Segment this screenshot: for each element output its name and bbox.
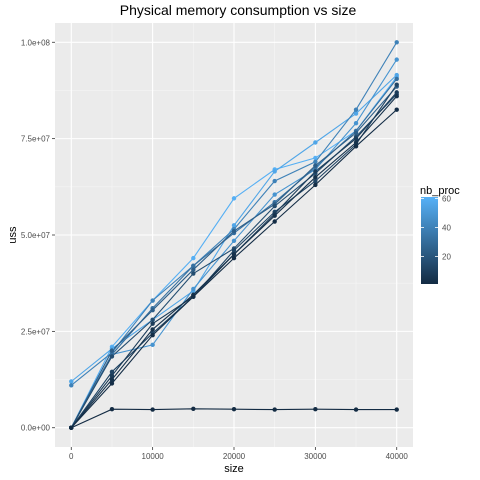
data-point: [353, 107, 359, 112]
data-point: [353, 144, 359, 149]
data-point: [313, 182, 318, 188]
chart-title: Physical memory consumption vs size: [120, 2, 357, 18]
legend-tick-label: 60: [442, 194, 451, 203]
data-point: [191, 267, 196, 272]
data-point: [272, 213, 277, 218]
data-point: [231, 196, 237, 201]
data-point: [109, 354, 115, 359]
data-point: [313, 163, 318, 168]
data-point: [394, 94, 399, 99]
x-tick-label: 10000: [142, 452, 165, 461]
data-point: [231, 223, 237, 228]
data-point: [150, 327, 155, 332]
legend-colorbar: [421, 197, 438, 284]
data-point: [272, 169, 277, 174]
data-point: [394, 72, 399, 78]
data-point: [150, 321, 155, 326]
y-tick-label: 7.5e+07: [21, 135, 51, 144]
y-axis: 0.0e+00 2.5e+07 5.0e+07 7.5e+07 1.0e+08: [21, 38, 55, 433]
data-point: [272, 219, 277, 224]
data-point: [109, 373, 115, 378]
data-point: [272, 178, 277, 184]
x-tick-label: 40000: [386, 452, 409, 461]
y-tick-label: 1.0e+08: [21, 38, 51, 47]
data-point: [191, 263, 196, 269]
data-point: [353, 111, 359, 116]
data-point: [231, 255, 237, 261]
data-point: [394, 82, 399, 87]
data-point: [353, 136, 359, 141]
data-point: [109, 377, 115, 382]
legend-tick-label: 20: [442, 252, 451, 261]
data-point: [150, 342, 155, 348]
data-point: [191, 294, 196, 299]
data-point: [353, 407, 359, 412]
legend-title: nb_proc: [420, 185, 460, 197]
data-point: [150, 298, 155, 303]
y-axis-title: uss: [7, 226, 19, 244]
legend-ticks: 20 40 60: [421, 194, 451, 261]
data-point: [150, 333, 155, 338]
data-point: [394, 76, 399, 82]
legend-tick-label: 40: [442, 223, 451, 232]
data-point: [313, 159, 318, 164]
data-point: [191, 406, 196, 412]
data-point: [353, 140, 359, 145]
data-point: [231, 238, 237, 243]
legend: nb_proc 20 40 60: [420, 185, 460, 284]
data-point: [231, 248, 237, 253]
data-point: [150, 317, 155, 322]
data-point: [313, 169, 318, 174]
data-point: [394, 40, 399, 45]
data-point: [69, 383, 74, 388]
data-point: [109, 348, 115, 353]
x-tick-label: 30000: [304, 452, 327, 461]
data-point: [150, 407, 155, 412]
data-point: [313, 178, 318, 184]
series-points: [69, 40, 399, 430]
data-point: [231, 252, 237, 257]
x-tick-label: 20000: [223, 452, 246, 461]
data-point: [231, 228, 237, 234]
data-point: [109, 381, 115, 386]
data-point: [191, 271, 196, 276]
data-point: [394, 407, 399, 412]
y-tick-label: 5.0e+07: [21, 231, 51, 240]
y-tick-label: 2.5e+07: [21, 327, 51, 336]
data-point: [272, 203, 277, 209]
y-tick-label: 0.0e+00: [21, 424, 51, 433]
data-point: [353, 121, 359, 126]
data-point: [394, 107, 399, 112]
data-point: [231, 407, 237, 412]
data-point: [150, 307, 155, 313]
data-point: [313, 174, 318, 180]
data-point: [313, 407, 318, 412]
data-point: [191, 286, 196, 292]
data-point: [69, 425, 74, 430]
data-point: [394, 90, 399, 95]
data-point: [313, 155, 318, 161]
data-point: [313, 140, 318, 145]
data-point: [109, 369, 115, 375]
data-point: [109, 407, 115, 412]
x-axis-title: size: [224, 463, 244, 475]
x-tick-label: 0: [69, 452, 74, 461]
data-point: [394, 57, 399, 62]
data-point: [353, 130, 359, 136]
data-point: [69, 379, 74, 384]
x-axis: 0 10000 20000 30000 40000: [69, 447, 408, 461]
data-point: [191, 255, 196, 261]
data-point: [272, 407, 277, 412]
data-point: [272, 192, 277, 197]
